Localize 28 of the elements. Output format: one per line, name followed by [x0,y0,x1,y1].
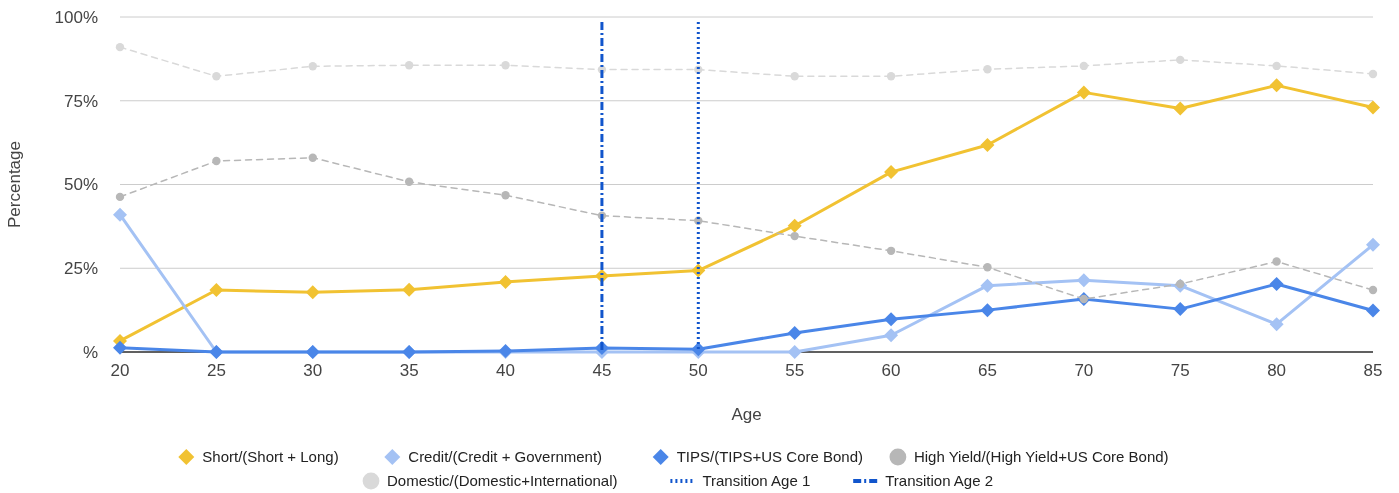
y-tick-label: % [82,342,98,362]
x-tick-label: 30 [303,361,323,380]
x-tick-label: 45 [592,361,612,380]
y-tick-label: 75% [63,91,98,111]
legend-label: High Yield/(High Yield+US Core Bond) [913,448,1169,466]
legend-label: Domestic/(Domestic+International) [387,472,618,490]
x-tick-label: 25 [206,361,226,380]
x-axis-title: Age [731,405,762,424]
y-tick-label: 100% [54,7,98,27]
x-tick-label: 65 [978,361,997,380]
legend-label: Transition Age 2 [885,472,994,490]
x-tick-label: 35 [399,361,419,380]
legend-label: Credit/(Credit + Government) [408,448,603,466]
legend-label: TIPS/(TIPS+US Core Bond) [676,448,864,466]
y-axis-title: Percentage [5,141,24,228]
x-tick-label: 60 [881,361,901,380]
x-tick-label: 80 [1267,361,1287,380]
x-tick-label: 20 [110,361,130,380]
legend-label: Short/(Short + Long) [202,448,339,466]
x-tick-label: 40 [496,361,515,380]
x-tick-label: 55 [785,361,805,380]
y-tick-label: 50% [63,175,98,195]
x-tick-label: 70 [1074,361,1094,380]
x-tick-label: 85 [1363,361,1383,380]
legend-label: Transition Age 1 [702,472,811,490]
x-tick-label: 75 [1170,361,1190,380]
y-tick-label: 25% [63,259,98,279]
x-tick-label: 50 [688,361,708,380]
